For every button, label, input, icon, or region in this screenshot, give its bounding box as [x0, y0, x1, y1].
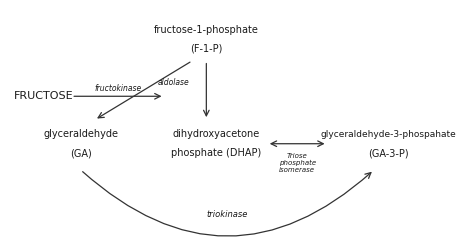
Text: (F-1-P): (F-1-P) [190, 44, 222, 54]
Text: fructose-1-phosphate: fructose-1-phosphate [154, 25, 259, 35]
Text: (GA): (GA) [70, 148, 91, 158]
Text: (GA-3-P): (GA-3-P) [368, 148, 408, 158]
Text: phosphate (DHAP): phosphate (DHAP) [171, 148, 261, 158]
Text: aldolase: aldolase [158, 78, 190, 87]
Text: glyceraldehyde: glyceraldehyde [43, 129, 118, 139]
Text: fructokinase: fructokinase [94, 84, 141, 93]
Text: triokinase: triokinase [207, 210, 248, 219]
Text: Triose
phosphate
isomerase: Triose phosphate isomerase [279, 153, 316, 173]
Text: dihydroxyacetone: dihydroxyacetone [172, 129, 259, 139]
Text: glyceraldehyde-3-phospahate: glyceraldehyde-3-phospahate [320, 130, 456, 139]
Text: FRUCTOSE: FRUCTOSE [13, 91, 73, 101]
